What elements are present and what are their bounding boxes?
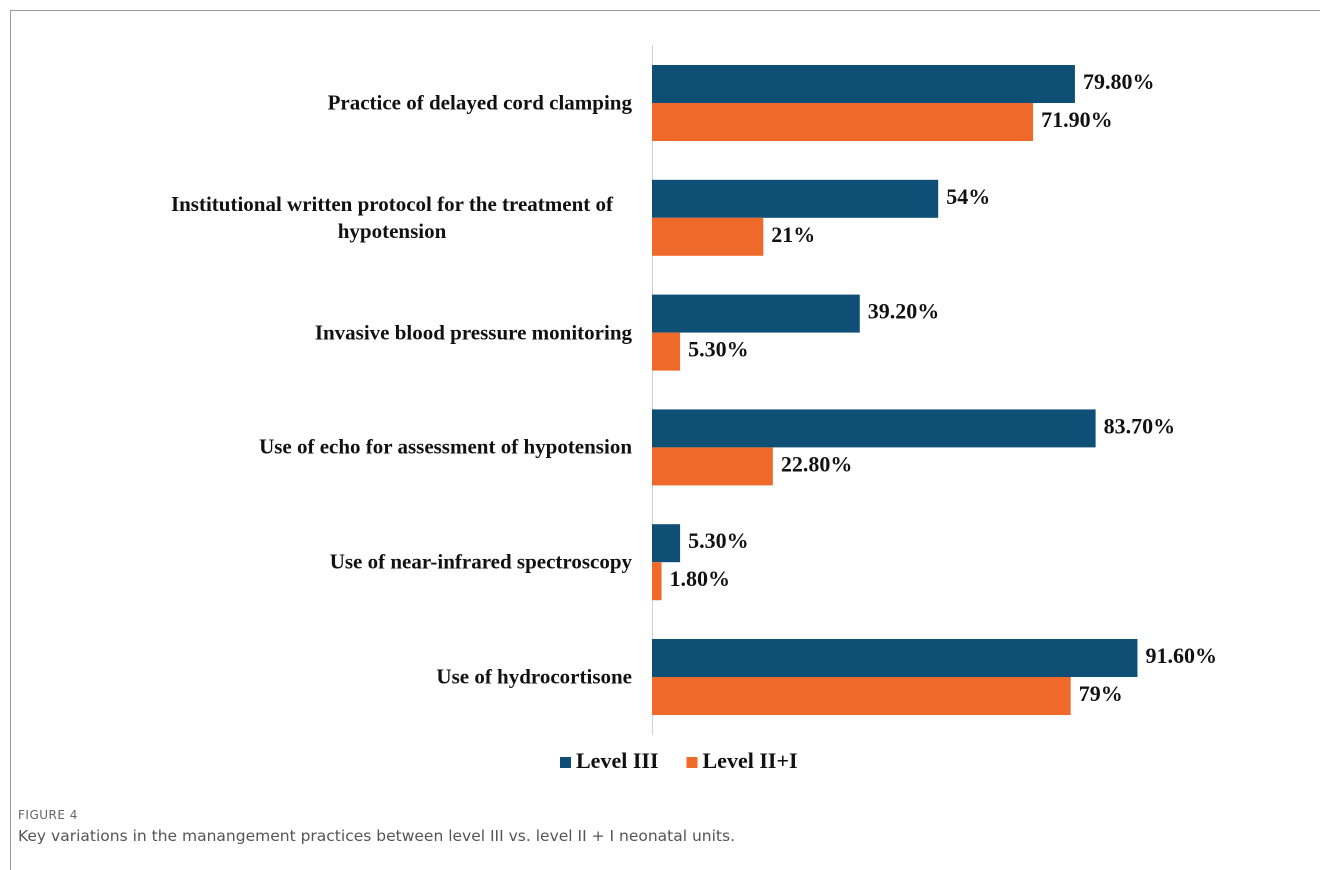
bar [652,217,764,256]
value-label: 5.30% [688,337,749,362]
bar [652,103,1034,141]
value-label: 79.80% [1083,69,1155,94]
category-label: Use of hydrocortisone [436,664,632,689]
value-label: 5.30% [688,528,749,553]
value-label: 22.80% [781,451,853,476]
figure-caption: Key variations in the manangement practi… [18,827,736,845]
bar [652,332,681,371]
value-label: 1.80% [670,566,731,591]
bar [652,65,1075,103]
category-label: Use of echo for assessment of hypotensio… [259,434,632,459]
category-label: Practice of delayed cord clamping [327,90,632,115]
bar [652,562,662,601]
value-label: 91.60% [1145,643,1217,668]
bar [652,179,939,218]
bar [652,677,1071,715]
value-label: 21% [771,222,815,247]
bar [652,409,1096,448]
legend-swatch [560,757,571,768]
bar [652,524,681,563]
category-label: Use of near-infrared spectroscopy [329,549,632,574]
category-label: Institutional written protocol for the t… [170,191,614,243]
value-label: 71.90% [1041,107,1113,132]
bar [652,447,773,486]
value-label: 54% [946,184,990,209]
legend-label: Level III [576,748,659,773]
bar [652,294,860,333]
legend-label: Level II+I [703,748,798,773]
value-label: 79% [1079,681,1123,706]
value-label: 39.20% [868,299,940,324]
bar [652,639,1138,677]
value-label: 83.70% [1104,413,1176,438]
legend-swatch [686,757,698,768]
figure-label: FIGURE 4 [18,808,78,822]
category-label: Invasive blood pressure monitoring [314,320,632,345]
